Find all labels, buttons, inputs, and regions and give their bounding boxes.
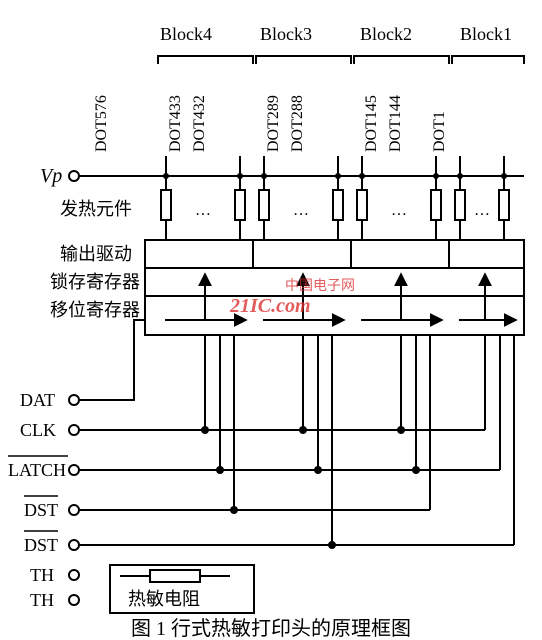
figure-caption: 图 1 行式热敏打印头的原理框图 [131, 617, 411, 640]
shift-reg-label: 移位寄存器 [50, 300, 140, 320]
dst1-terminal [69, 505, 79, 515]
dot-1: DOT1 [431, 111, 448, 152]
block2-label: Block2 [360, 24, 412, 44]
latch-label: LATCH [8, 460, 66, 480]
dot-433: DOT433 [167, 95, 184, 152]
clk-terminal [69, 425, 79, 435]
heating-resistors [161, 176, 509, 240]
dst1-label: DST [24, 500, 58, 520]
thermistor-label: 热敏电阻 [128, 589, 200, 609]
latch-wires [79, 335, 500, 473]
dat-terminal [69, 395, 79, 405]
vp-label: Vp [40, 165, 62, 187]
dat-label: DAT [20, 390, 55, 410]
th2-label: TH [30, 590, 54, 610]
dot-576: DOT576 [93, 95, 110, 152]
latch-reg-label: 锁存寄存器 [50, 272, 140, 292]
diagram-root: Block4 Block3 Block2 Block1 DOT576 DOT43… [0, 0, 542, 640]
brackets [158, 56, 524, 64]
th1-label: TH [30, 565, 54, 585]
dst2-terminal [69, 540, 79, 550]
dat-wire [79, 320, 145, 400]
th2-terminal [69, 595, 79, 605]
svg-text:…: … [195, 202, 211, 219]
block3-label: Block3 [260, 24, 312, 44]
svg-text:…: … [293, 202, 309, 219]
dst2-wires [79, 335, 514, 548]
block1-label: Block1 [460, 24, 512, 44]
dst2-label: DST [24, 535, 58, 555]
vp-terminal [69, 171, 79, 181]
clk-label: CLK [20, 420, 56, 440]
watermark-cn: 中国电子网 [285, 278, 355, 294]
dot-labels: DOT576 DOT433 DOT432 DOT289 DOT288 DOT14… [93, 95, 448, 152]
dot-144: DOT144 [387, 95, 404, 152]
dot-432: DOT432 [191, 95, 208, 152]
dot-stubs [166, 156, 504, 176]
driver-label: 输出驱动 [60, 244, 132, 264]
watermark-en: 21IC.com [229, 295, 311, 317]
svg-text:…: … [391, 202, 407, 219]
dot-289: DOT289 [265, 95, 282, 152]
th1-terminal [69, 570, 79, 580]
svg-text:…: … [474, 202, 490, 219]
block4-label: Block4 [160, 24, 212, 44]
clk-wires [79, 335, 485, 433]
latch-terminal [69, 465, 79, 475]
dot-288: DOT288 [289, 95, 306, 152]
dot-145: DOT145 [363, 95, 380, 152]
dst1-wires [79, 335, 430, 513]
heating-label: 发热元件 [60, 199, 132, 219]
